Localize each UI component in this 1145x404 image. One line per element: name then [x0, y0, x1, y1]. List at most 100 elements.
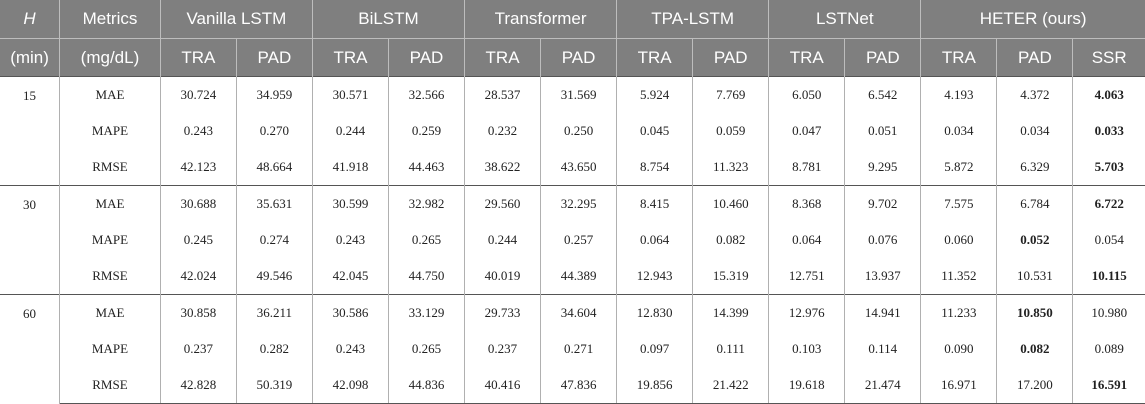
header-subcol: TRA [616, 38, 694, 77]
header-subcol: TRA [464, 38, 542, 77]
value-cell: 0.090 [920, 331, 998, 367]
value-cell: 10.531 [996, 258, 1074, 295]
header-subcol: SSR [1072, 38, 1145, 77]
value-cell: 36.211 [236, 294, 313, 331]
value-cell: 10.850 [996, 294, 1074, 331]
value-cell: 0.034 [920, 113, 998, 149]
value-cell: 11.352 [920, 258, 998, 295]
value-cell: 14.941 [844, 294, 922, 331]
value-cell: 12.830 [616, 294, 694, 331]
value-cell: 42.828 [160, 367, 237, 404]
header-model-tpa-lstm: TPA-LSTM [616, 0, 770, 39]
header-subcol: PAD [692, 38, 770, 77]
value-cell: 6.542 [844, 76, 922, 113]
value-cell: 10.460 [692, 185, 770, 222]
value-cell: 42.123 [160, 149, 237, 186]
value-cell: 12.751 [768, 258, 846, 295]
metric-name-cell: MAE [59, 185, 161, 222]
value-cell: 13.937 [844, 258, 922, 295]
value-cell: 32.982 [388, 185, 466, 222]
value-cell: 0.097 [616, 331, 694, 367]
table-body: 15 MAE 30.724 34.959 30.571 32.566 28.537 31.56… [0, 76, 1145, 404]
value-cell: 0.265 [388, 331, 466, 367]
value-cell: 50.319 [236, 367, 313, 404]
value-cell: 44.389 [540, 258, 618, 295]
value-cell: 0.111 [692, 331, 770, 367]
value-cell: 32.566 [388, 76, 466, 113]
value-cell: 4.372 [996, 76, 1074, 113]
value-cell: 17.200 [996, 367, 1074, 404]
value-cell: 30.724 [160, 76, 237, 113]
metric-name-cell: MAPE [59, 222, 161, 258]
value-cell: 0.244 [464, 222, 542, 258]
value-cell: 0.243 [160, 113, 237, 149]
value-cell: 0.232 [464, 113, 542, 149]
value-cell: 44.836 [388, 367, 466, 404]
value-cell: 30.586 [312, 294, 389, 331]
value-cell: 30.858 [160, 294, 237, 331]
value-cell: 9.702 [844, 185, 922, 222]
value-cell: 30.571 [312, 76, 389, 113]
value-cell: 0.282 [236, 331, 313, 367]
header-subcol: TRA [312, 38, 389, 77]
value-cell: 35.631 [236, 185, 313, 222]
header-subcol: TRA [920, 38, 998, 77]
value-cell: 5.872 [920, 149, 998, 186]
value-cell: 47.836 [540, 367, 618, 404]
value-cell: 0.114 [844, 331, 922, 367]
value-cell: 28.537 [464, 76, 542, 113]
value-cell: 7.769 [692, 76, 770, 113]
value-cell: 15.319 [692, 258, 770, 295]
value-cell: 44.463 [388, 149, 466, 186]
header-horizon: H [0, 0, 61, 39]
value-cell: 11.323 [692, 149, 770, 186]
header-subcol: PAD [996, 38, 1074, 77]
horizon-cell: 15 [0, 76, 61, 186]
value-cell: 0.047 [768, 113, 846, 149]
value-cell: 29.560 [464, 185, 542, 222]
value-cell: 10.980 [1072, 294, 1145, 331]
table-row: MAPE 0.237 0.282 0.243 0.265 0.237 0.271 0.097 0… [0, 331, 1145, 367]
value-cell: 21.422 [692, 367, 770, 404]
header-subcol: PAD [844, 38, 922, 77]
horizon-cell: 30 [0, 185, 61, 295]
header-model-bilstm: BiLSTM [312, 0, 466, 39]
horizon-cell: 60 [0, 294, 61, 404]
metric-name-cell: MAE [59, 76, 161, 113]
header-horizon-unit: (min) [0, 38, 61, 77]
value-cell: 48.664 [236, 149, 313, 186]
value-cell: 8.415 [616, 185, 694, 222]
value-cell: 0.089 [1094, 341, 1124, 356]
metric-name-cell: RMSE [59, 149, 161, 186]
header-subcol: PAD [540, 38, 618, 77]
header-model-transformer: Transformer [464, 0, 618, 39]
value-cell: 0.265 [388, 222, 466, 258]
value-cell: 8.781 [768, 149, 846, 186]
table-row: RMSE 42.024 49.546 42.045 44.750 40.019 44.389… [0, 258, 1145, 295]
value-cell: 0.059 [692, 113, 770, 149]
value-cell: 6.329 [996, 149, 1074, 186]
value-cell: 0.259 [388, 113, 466, 149]
value-cell: 29.733 [464, 294, 542, 331]
table-row: 30 MAE 30.688 35.631 30.599 32.982 29.560 32.29… [0, 185, 1145, 295]
value-cell: 43.650 [540, 149, 618, 186]
value-cell: 10.115 [1091, 268, 1127, 283]
table-row: RMSE 42.123 48.664 41.918 44.463 38.622 43.650… [0, 149, 1145, 186]
value-cell: 0.052 [996, 222, 1074, 258]
value-cell: 40.019 [464, 258, 542, 295]
value-cell: 0.243 [312, 222, 389, 258]
value-cell: 6.784 [996, 185, 1074, 222]
value-cell: 12.976 [768, 294, 846, 331]
metric-name-cell: MAPE [59, 113, 161, 149]
metric-name-cell: RMSE [59, 367, 161, 404]
value-cell: 44.750 [388, 258, 466, 295]
value-cell: 0.082 [996, 331, 1074, 367]
value-cell: 31.569 [540, 76, 618, 113]
value-cell: 0.245 [160, 222, 237, 258]
value-cell: 49.546 [236, 258, 313, 295]
table-header: H Metrics Vanilla LSTM BiLSTM Transforme… [0, 0, 1145, 77]
header-subcol: PAD [388, 38, 466, 77]
value-cell: 0.045 [616, 113, 694, 149]
header-subcol: PAD [236, 38, 313, 77]
